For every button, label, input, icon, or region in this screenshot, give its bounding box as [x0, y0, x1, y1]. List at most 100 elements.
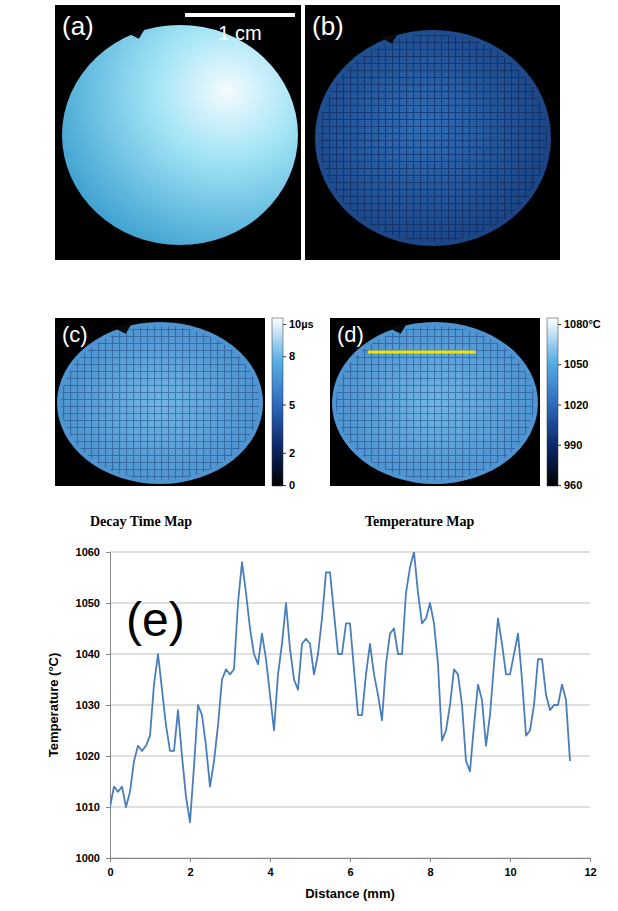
tick-mark: [106, 807, 110, 808]
axis-line: [106, 553, 111, 859]
grid-line: [110, 552, 590, 553]
colorbar-tick: 0: [283, 479, 295, 491]
sample-disc: [62, 25, 298, 245]
chart-e: 0246810121000101010201030104010501060Dis…: [46, 546, 597, 901]
tick-label: 1050: [76, 597, 100, 609]
grid-line: [110, 705, 590, 706]
panel-0: (a) 1 cm: [55, 5, 301, 260]
tick-label: 4: [267, 866, 274, 878]
panel-label: (a): [62, 11, 94, 41]
colorbar-tick: 990: [558, 439, 582, 451]
colorbar-tick-mark: [283, 453, 286, 454]
colorbar-tick-mark: [283, 356, 286, 357]
tick-mark: [270, 858, 271, 862]
tick: 1040: [76, 648, 110, 660]
panel-1: (b): [305, 5, 560, 260]
sample-grid: [61, 326, 259, 480]
sample-notch: [114, 324, 132, 334]
sample-grid: [319, 34, 547, 242]
x-axis: 0 2 4 6 8 10 12: [107, 858, 596, 878]
colorbar-tick-label: 960: [564, 479, 582, 491]
panel-caption: Decay Time Map: [90, 514, 192, 529]
tick-label: 6: [347, 866, 353, 878]
colorbar-tick-label: 1080°C: [564, 318, 601, 330]
tick-mark: [510, 858, 511, 862]
tick-mark: [106, 654, 110, 655]
grid-line: [110, 807, 590, 808]
colorbar-tick-label: 990: [564, 439, 582, 451]
tick: 2: [187, 858, 193, 878]
colorbar-tick-mark: [558, 324, 561, 325]
colorbar-tick: 5: [283, 399, 295, 411]
colorbar-axis: 960990102010501080°C: [558, 318, 601, 491]
scale-bar: [185, 13, 295, 17]
tick-mark: [106, 858, 110, 859]
colorbar-axis: 0 2 5 8 10µs: [283, 318, 314, 491]
panel-label: (d): [337, 322, 364, 347]
panel-background: [55, 318, 265, 486]
sample-disc: [57, 322, 263, 484]
colorbar-tick-mark: [558, 485, 561, 486]
tick: 1000: [76, 852, 110, 864]
colorbar-tick: 1080°C: [558, 318, 601, 330]
figure: (a) 1 cm (b) (c) Decay Time Map 0 2 5 8 10µs (d) Te…: [0, 0, 618, 911]
sample-notch: [389, 324, 407, 334]
tick-label: 12: [584, 866, 596, 878]
tick: 0: [107, 858, 113, 878]
tick-mark: [106, 756, 110, 757]
tick-label: 1000: [76, 852, 100, 864]
tick-mark: [106, 705, 110, 706]
tick-label: 1060: [76, 546, 100, 558]
colorbar-tick: 2: [283, 447, 295, 459]
tick-label: 1030: [76, 699, 100, 711]
colorbar-tick-mark: [558, 445, 561, 446]
scale-bar-label: 1 cm: [218, 22, 261, 44]
profile-line: [368, 351, 476, 354]
colorbar-tick-mark: [283, 324, 286, 325]
colorbar-tick-label: 8: [289, 350, 295, 362]
colorbar-tick-label: 0: [289, 479, 295, 491]
colorbar-tick-label: 5: [289, 399, 295, 411]
tick: 1030: [76, 699, 110, 711]
panel-background: [330, 318, 540, 486]
plot-area: [110, 552, 570, 822]
tick: 1060: [76, 546, 110, 558]
grid-line: [110, 654, 590, 655]
y-axis: 1000 1010 1020 1030 1040 1050 1060: [76, 546, 111, 864]
tick-label: 1010: [76, 801, 100, 813]
colorbar-tick-label: 10µs: [289, 318, 314, 330]
colorbar-tick: 960: [558, 479, 582, 491]
panel-3: (d)Temperature Map960990102010501080°C: [330, 318, 601, 529]
panel-background: [305, 5, 560, 260]
sample-disc: [315, 30, 551, 246]
tick-label: 8: [427, 866, 433, 878]
panel-label: (b): [312, 11, 344, 41]
tick-mark: [590, 858, 591, 862]
axis-line: [111, 859, 591, 863]
sample-grid: [336, 326, 534, 480]
colorbar-tick: 8: [283, 350, 295, 362]
tick-label: 2: [187, 866, 193, 878]
colorbar-tick-mark: [558, 364, 561, 365]
grid: [110, 552, 590, 858]
tick: 12: [584, 858, 596, 878]
panel-label: (c): [62, 322, 88, 347]
sample-notch: [380, 34, 398, 44]
tick: 10: [504, 858, 516, 878]
colorbar-tick-mark: [283, 405, 286, 406]
panel-caption: Temperature Map: [365, 514, 474, 529]
tick-mark: [106, 552, 110, 553]
colorbar: [272, 318, 283, 486]
tick-mark: [430, 858, 431, 862]
tick-mark: [190, 858, 191, 862]
figure-svg: (a) 1 cm (b) (c) Decay Time Map 0 2 5 8 10µs (d) Te…: [0, 0, 618, 911]
tick-label: 1020: [76, 750, 100, 762]
tick: 4: [267, 858, 274, 878]
colorbar-tick: 10µs: [283, 318, 314, 330]
colorbar-tick-label: 1050: [564, 358, 588, 370]
sample-notch: [127, 29, 145, 39]
panel-2: (c) Decay Time Map 0 2 5 8 10µs: [55, 318, 314, 529]
tick-label: 1040: [76, 648, 100, 660]
y-axis-title: Temperature (°C): [46, 653, 61, 758]
tick-label: 10: [504, 866, 516, 878]
